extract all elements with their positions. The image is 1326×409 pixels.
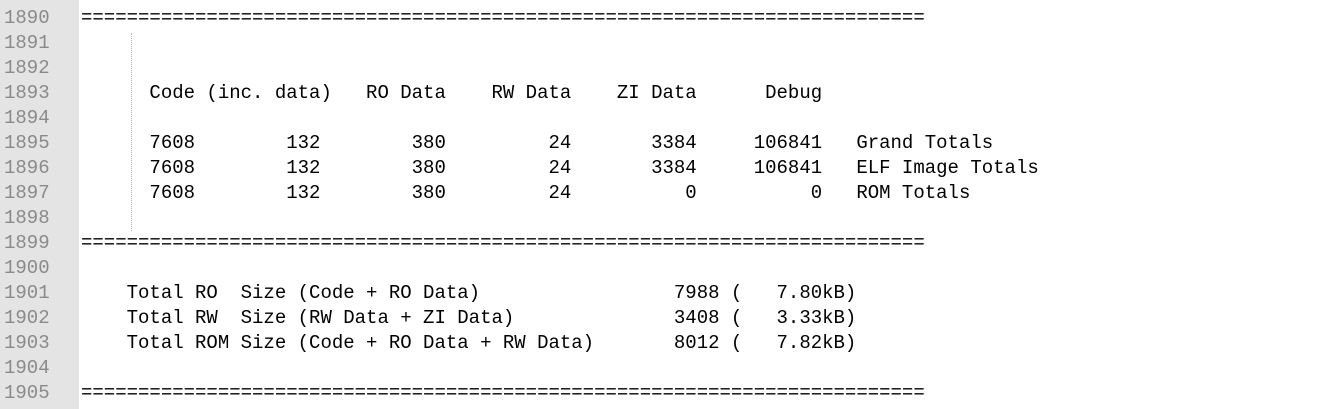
editor-line[interactable]: 1902 Total RW Size (RW Data + ZI Data) 3… [0, 306, 1326, 331]
line-number: 1890 [4, 7, 50, 29]
line-number: 1902 [4, 307, 50, 329]
editor-line[interactable]: 1903 Total ROM Size (Code + RO Data + RW… [0, 331, 1326, 356]
editor-line[interactable]: 1897 7608 132 380 24 0 0 ROM Totals [0, 181, 1326, 206]
editor-line[interactable]: 1890 ====================================… [0, 6, 1326, 31]
total-ro-size-line: Total RO Size (Code + RO Data) 7988 ( 7.… [81, 282, 857, 304]
grand-totals-line: 7608 132 380 24 3384 106841 Grand Totals [81, 132, 994, 154]
line-number: 1894 [4, 107, 50, 129]
line-number: 1904 [4, 357, 50, 379]
line-number: 1903 [4, 332, 50, 354]
line-number: 1895 [4, 132, 50, 154]
editor-line[interactable]: 1898 [0, 206, 1326, 231]
editor-line[interactable]: 1892 [0, 56, 1326, 81]
editor-line[interactable]: 1901 Total RO Size (Code + RO Data) 7988… [0, 281, 1326, 306]
line-number: 1892 [4, 57, 50, 79]
indent-guide [131, 33, 132, 231]
rom-totals-line: 7608 132 380 24 0 0 ROM Totals [81, 182, 971, 204]
separator-line: ========================================… [81, 232, 925, 254]
editor-line[interactable]: 1893 Code (inc. data) RO Data RW Data ZI… [0, 81, 1326, 106]
editor-line[interactable]: 1896 7608 132 380 24 3384 106841 ELF Ima… [0, 156, 1326, 181]
table-header-line: Code (inc. data) RO Data RW Data ZI Data… [81, 82, 823, 104]
line-number: 1900 [4, 257, 50, 279]
editor-line[interactable]: 1895 7608 132 380 24 3384 106841 Grand T… [0, 131, 1326, 156]
total-rw-size-line: Total RW Size (RW Data + ZI Data) 3408 (… [81, 307, 857, 329]
separator-line: ========================================… [81, 382, 925, 404]
editor-line[interactable]: 1894 [0, 106, 1326, 131]
editor-line[interactable]: 1905 ====================================… [0, 381, 1326, 406]
editor-line[interactable]: 1904 [0, 356, 1326, 381]
line-number: 1896 [4, 157, 50, 179]
line-number-gutter [0, 0, 79, 409]
line-number: 1899 [4, 232, 50, 254]
separator-line: ========================================… [81, 7, 925, 29]
line-number: 1905 [4, 382, 50, 404]
line-number: 1898 [4, 207, 50, 229]
editor-line[interactable]: 1891 [0, 31, 1326, 56]
line-number: 1893 [4, 82, 50, 104]
editor-line[interactable]: 1900 [0, 256, 1326, 281]
line-number: 1891 [4, 32, 50, 54]
line-number: 1897 [4, 182, 50, 204]
line-number: 1901 [4, 282, 50, 304]
editor-line[interactable]: 1899 ====================================… [0, 231, 1326, 256]
elf-image-totals-line: 7608 132 380 24 3384 106841 ELF Image To… [81, 157, 1039, 179]
total-rom-size-line: Total ROM Size (Code + RO Data + RW Data… [81, 332, 857, 354]
